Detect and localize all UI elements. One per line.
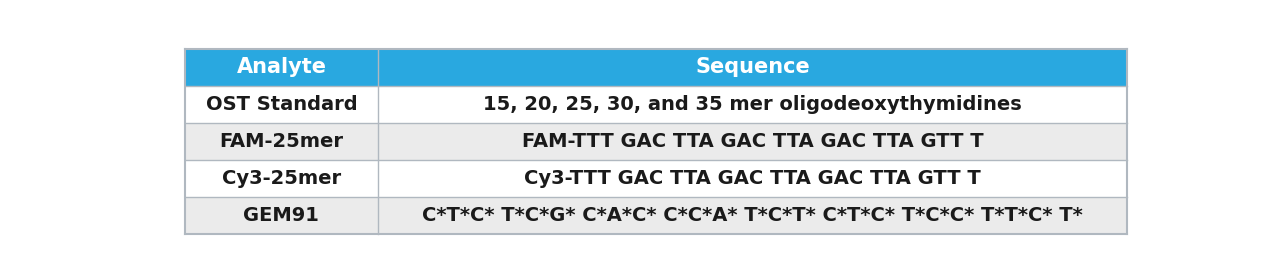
Text: 15, 20, 25, 30, and 35 mer oligodeoxythymidines: 15, 20, 25, 30, and 35 mer oligodeoxythy… [484,95,1021,114]
Text: Sequence: Sequence [695,57,810,77]
Text: Analyte: Analyte [237,57,326,77]
Text: C*T*C* T*C*G* C*A*C* C*C*A* T*C*T* C*T*C* T*C*C* T*T*C* T*: C*T*C* T*C*G* C*A*C* C*C*A* T*C*T* C*T*C… [422,206,1083,225]
Text: FAM-TTT GAC TTA GAC TTA GAC TTA GTT T: FAM-TTT GAC TTA GAC TTA GAC TTA GTT T [522,132,983,151]
Text: FAM-25mer: FAM-25mer [219,132,343,151]
Bar [184,197,1128,234]
Bar [184,160,1128,197]
Bar [184,49,1128,86]
Bar [184,86,1128,123]
Text: Cy3-25mer: Cy3-25mer [221,169,340,188]
Text: OST Standard: OST Standard [206,95,357,114]
Bar [184,123,1128,160]
Text: GEM91: GEM91 [243,206,319,225]
Text: Cy3-TTT GAC TTA GAC TTA GAC TTA GTT T: Cy3-TTT GAC TTA GAC TTA GAC TTA GTT T [525,169,980,188]
